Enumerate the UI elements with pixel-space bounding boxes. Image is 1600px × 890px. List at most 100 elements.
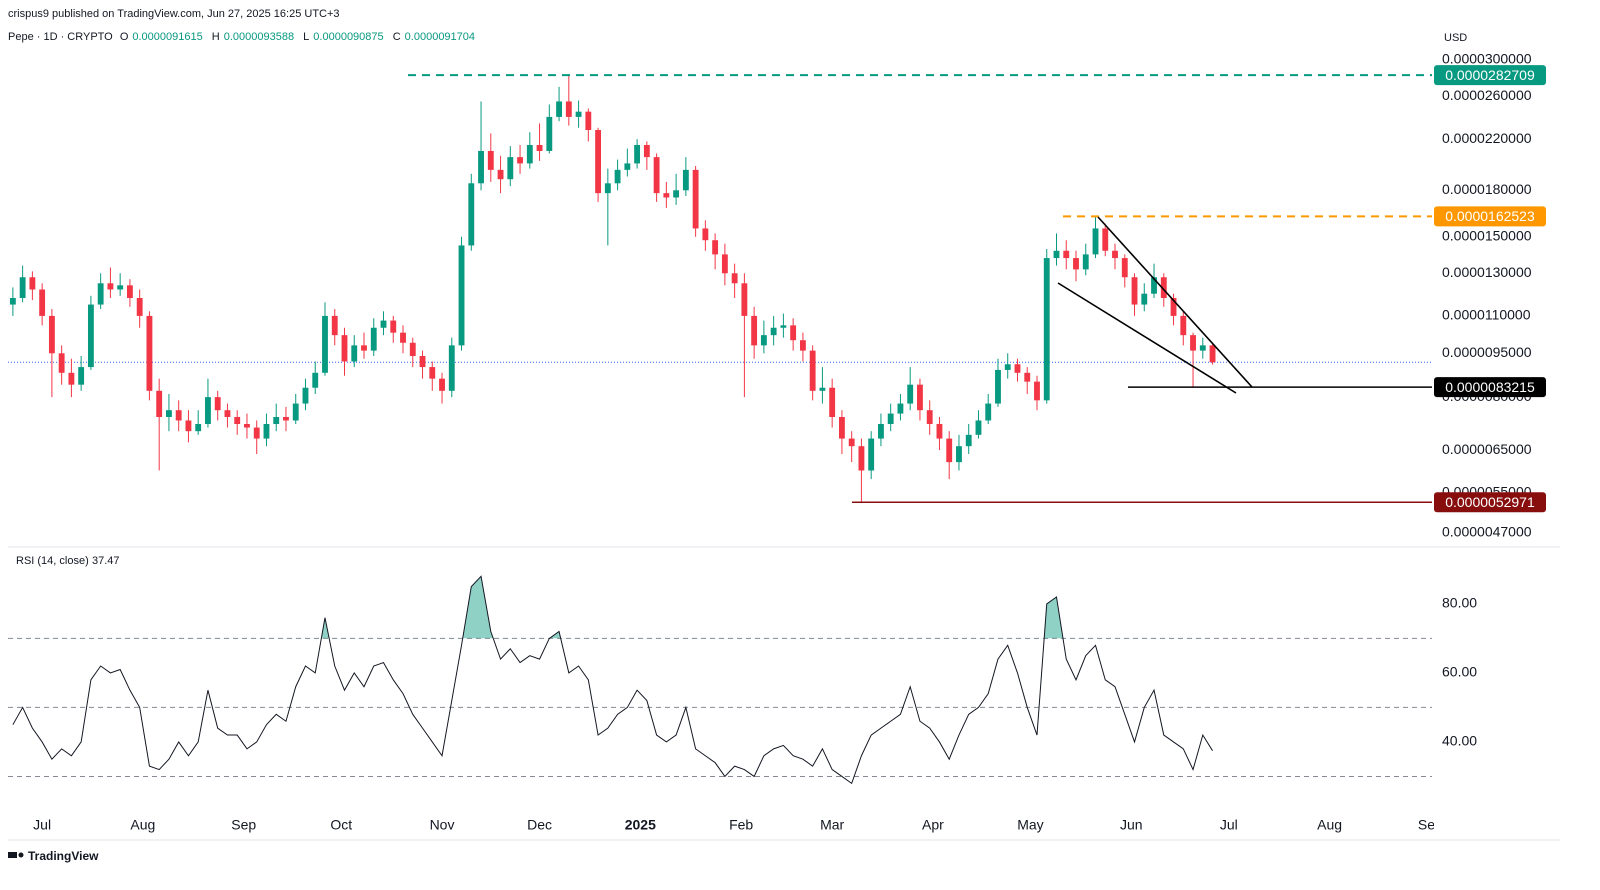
candle-body — [604, 183, 611, 194]
candle-body — [809, 350, 816, 391]
symbol: Pepe · 1D · CRYPTO — [8, 31, 113, 43]
candle-body — [829, 387, 836, 418]
x-tick-label: Jul — [33, 817, 51, 833]
candle-body — [956, 446, 962, 463]
candle-body — [878, 423, 884, 439]
x-tick-label: Mar — [820, 817, 844, 833]
candle-body — [409, 342, 416, 356]
candle-body — [897, 403, 904, 414]
candle-body — [58, 353, 65, 373]
candle-body — [117, 285, 124, 290]
x-tick-label: Aug — [130, 817, 155, 833]
candle-body — [1112, 250, 1118, 259]
candle-body — [48, 315, 55, 354]
candle-body — [126, 285, 133, 298]
wedge-lower-line — [1057, 282, 1237, 394]
candle-body — [907, 384, 914, 404]
currency-label: USD — [1444, 32, 1467, 44]
y-tick-label: 0.0000150000 — [1442, 227, 1532, 243]
candle-body — [361, 345, 367, 351]
candle-body — [1121, 258, 1128, 278]
time-axis: Jul Aug Sep Oct Nov Dec 2025 Feb Mar Apr May Jun Jul… — [33, 817, 1443, 833]
y-tick-label: 0.0000300000 — [1442, 51, 1532, 67]
candle-body — [478, 150, 484, 184]
candle-body — [244, 423, 250, 428]
ohlc-value: 0.0000091615 — [132, 31, 203, 43]
candle-body — [634, 144, 641, 164]
candle-body — [838, 417, 845, 439]
x-tick-label: Oct — [330, 817, 352, 833]
x-tick-label: Aug — [1317, 817, 1342, 833]
candle-body — [926, 410, 933, 424]
x-tick-label: Sep — [1418, 817, 1443, 833]
rsi-current-value: 37.47 — [92, 555, 120, 567]
candle-body — [390, 320, 397, 333]
candle-body — [663, 193, 670, 198]
price-tag-label: 0.0000162523 — [1445, 208, 1535, 224]
price-tag — [1434, 206, 1546, 227]
candle-body — [565, 101, 572, 117]
candle-body — [439, 378, 445, 391]
candle-body — [692, 169, 699, 229]
candle-body — [1014, 364, 1021, 373]
candle-body — [195, 423, 202, 432]
rsi-pane — [8, 575, 1432, 785]
candle-body — [1034, 381, 1040, 401]
candle-body — [517, 157, 523, 164]
x-tick-label: Apr — [922, 817, 944, 833]
candle-body — [97, 283, 104, 305]
logo-mark — [8, 852, 17, 858]
candle-body — [1004, 364, 1011, 370]
candle-body — [341, 335, 348, 362]
candle-body — [107, 283, 114, 290]
candle-body — [68, 372, 75, 385]
price-pane — [8, 74, 1432, 504]
candle-body — [760, 335, 767, 346]
candle-body — [682, 169, 689, 191]
candle-body — [936, 423, 943, 439]
price-tag — [1434, 377, 1546, 398]
candle-body — [770, 327, 777, 336]
candle-body — [419, 355, 426, 368]
candle-body — [458, 245, 465, 346]
y-tick-label: 0.0000110000 — [1442, 307, 1531, 323]
publish-info: crispus9 published on TradingView.com, J… — [8, 8, 340, 20]
candle-body — [29, 277, 36, 290]
candle-body — [721, 254, 728, 274]
candle-body — [819, 387, 826, 391]
candle-body — [283, 417, 289, 421]
candle-body — [185, 420, 192, 432]
candle-body — [331, 315, 338, 336]
candle-body — [1199, 345, 1206, 351]
candle-body — [985, 403, 992, 421]
candle-body — [868, 438, 875, 471]
candle-body — [302, 387, 309, 404]
candle-body — [1053, 250, 1060, 259]
x-tick-label: Feb — [729, 817, 753, 833]
candle-body — [448, 345, 455, 391]
candle-body — [1151, 277, 1157, 294]
symbol-line: Pepe · 1D · CRYPTO O 0.0000091615 H 0.0000… — [8, 31, 481, 43]
candle-body — [887, 413, 894, 424]
rsi-line — [12, 575, 1213, 785]
price-tag — [1434, 492, 1546, 513]
candle-body — [858, 446, 865, 471]
ohlc-key: C — [392, 31, 401, 43]
candle-body — [1024, 372, 1031, 382]
price-tags: 0.0000282709 0.0000162523 0.0000083215 0.00… — [1434, 65, 1546, 513]
x-tick-label: Jul — [1220, 817, 1238, 833]
candle-body — [468, 183, 475, 246]
candle-body — [205, 397, 211, 424]
candle-body — [965, 434, 972, 447]
candle-body — [673, 190, 680, 198]
price-tag-label: 0.0000052971 — [1445, 494, 1535, 510]
candle-body — [166, 410, 172, 418]
candle-body — [702, 228, 709, 241]
x-tick-label: May — [1017, 817, 1043, 833]
y-tick-label: 60.00 — [1442, 664, 1477, 680]
candle-body — [234, 417, 241, 424]
candle-body — [175, 410, 182, 421]
candle-body — [87, 304, 94, 368]
footer-brand: TradingView — [28, 849, 99, 863]
